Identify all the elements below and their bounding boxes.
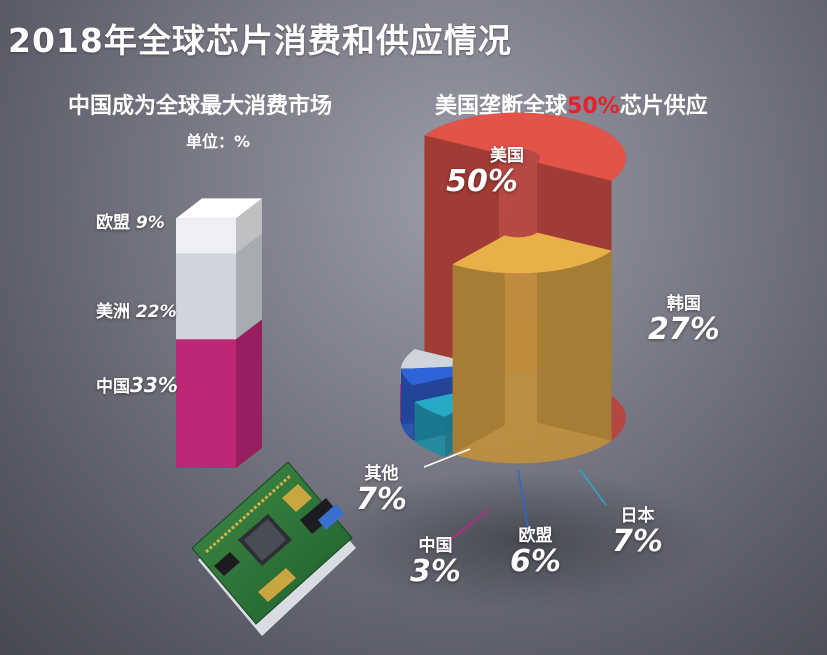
stack-label-americas: 美洲 22%	[96, 302, 177, 322]
stack-label-eu: 欧盟 9%	[96, 213, 165, 233]
subtitle-suffix: 芯片供应	[619, 94, 708, 119]
pie-floor-shadow	[330, 470, 710, 610]
pie-label-japan: 日本 7%	[612, 506, 663, 559]
leader-line-china	[439, 509, 489, 549]
stack-bar-group	[176, 198, 262, 468]
pie-label-korea: 韩国 27%	[648, 294, 720, 347]
page-title: 2018年全球芯片消费和供应情况	[8, 21, 512, 60]
leader-line-eu	[517, 469, 531, 541]
circuit-board-illustration	[191, 461, 356, 636]
pie-label-eu: 欧盟 6%	[510, 526, 561, 579]
pie-label-usa: 美国 50%	[446, 146, 524, 199]
subtitle-highlight: 50%	[567, 94, 620, 119]
right-chart-subtitle: 美国垄断全球50%芯片供应	[435, 88, 708, 120]
pie-label-other: 其他 7%	[356, 464, 407, 517]
stack-segment-2	[176, 198, 262, 254]
pie-slice-1	[452, 232, 612, 464]
pie-chart-group	[400, 112, 626, 464]
stack-segment-0	[176, 319, 262, 468]
leader-line-japan	[579, 469, 607, 506]
pie-label-china: 中国 3%	[410, 536, 461, 589]
stack-segment-1	[176, 233, 262, 340]
unit-label: 单位：%	[186, 132, 251, 151]
leader-line-other	[423, 448, 471, 468]
left-chart-subtitle: 中国成为全球最大消费市场	[68, 94, 333, 119]
stack-label-china: 中国33%	[96, 373, 178, 397]
